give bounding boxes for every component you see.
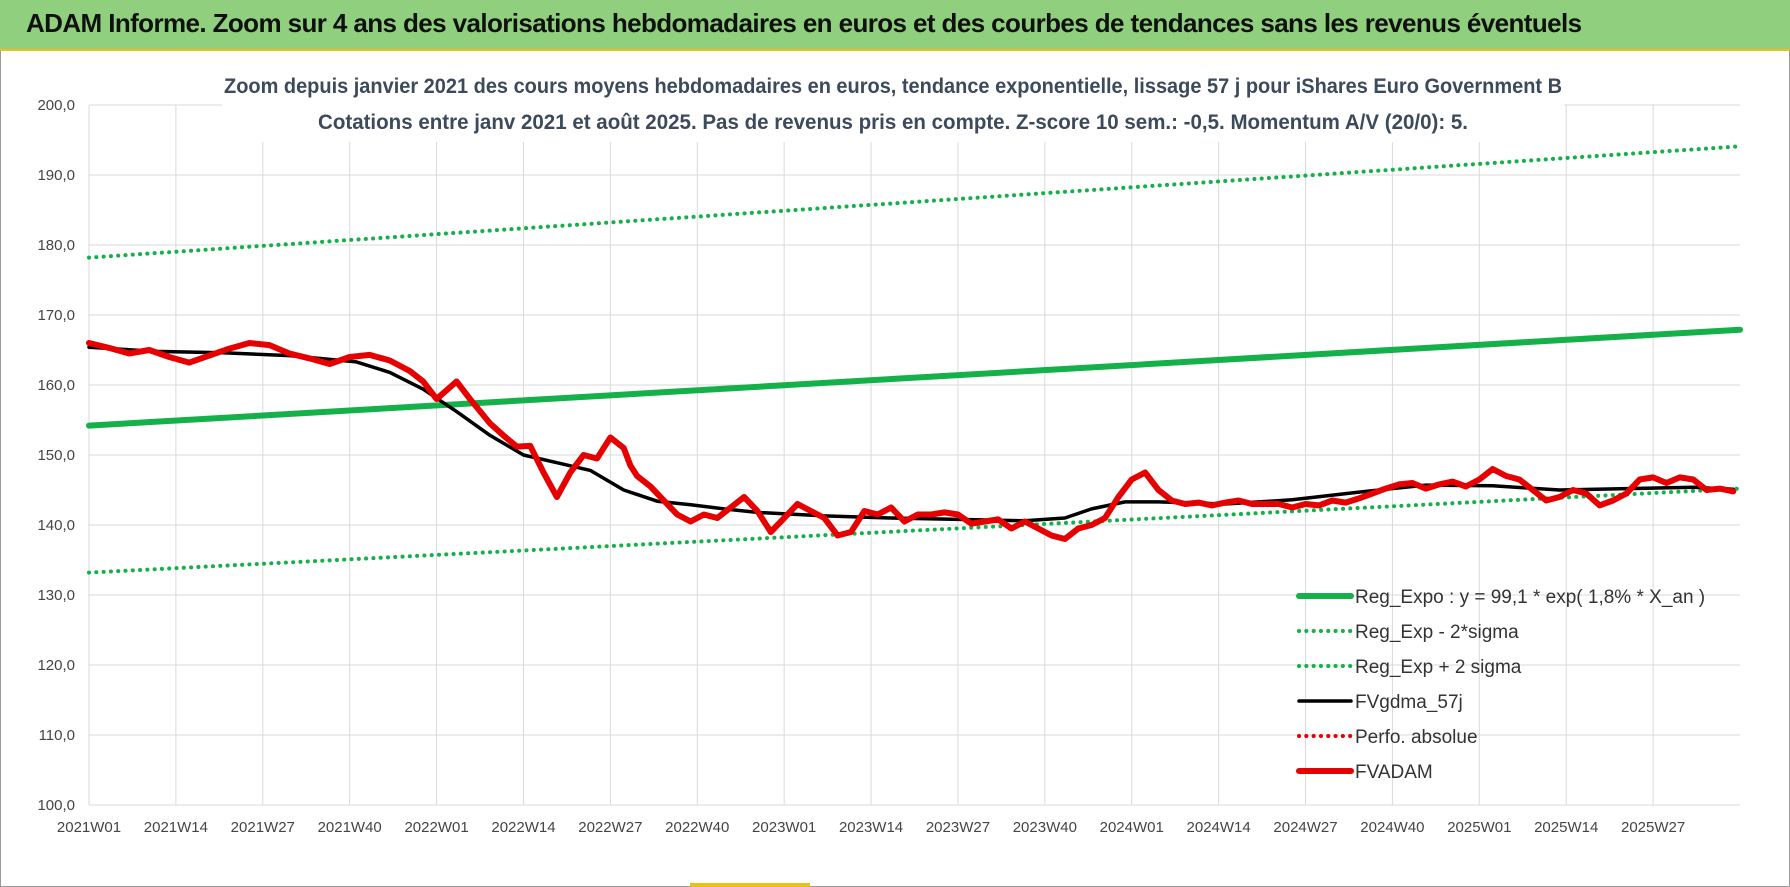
chart-title-background — [222, 68, 1564, 142]
x-tick-label: 2021W40 — [318, 819, 382, 836]
chart-title-line-1: Zoom depuis janvier 2021 des cours moyen… — [224, 75, 1562, 98]
x-tick-label: 2025W14 — [1534, 819, 1598, 836]
report-title: ADAM Informe. Zoom sur 4 ans des valoris… — [26, 8, 1582, 38]
x-tick-label: 2022W27 — [578, 819, 642, 836]
legend-label: FVgdma_57j — [1355, 692, 1463, 713]
x-tick-label: 2023W01 — [752, 819, 816, 836]
y-tick-label: 200,0 — [37, 97, 75, 114]
chart-title-line-2: Cotations entre janv 2021 et août 2025. … — [318, 111, 1468, 134]
legend-label: Perfo. absolue — [1355, 727, 1478, 748]
x-tick-label: 2024W01 — [1100, 819, 1164, 836]
grid-lines — [88, 104, 1740, 806]
y-tick-label: 160,0 — [37, 377, 75, 394]
x-tick-label: 2023W27 — [926, 819, 990, 836]
x-tick-label: 2021W27 — [231, 819, 295, 836]
series-lines — [86, 144, 1743, 575]
x-tick-label: 2022W40 — [665, 819, 729, 836]
series-line-0 — [86, 326, 1743, 429]
y-axis-ticks: 100,0 110,0 120,0 130,0 140,0 150,0 160,0 170,0… — [37, 97, 75, 814]
series-line-1 — [87, 486, 1742, 575]
bottom-accent-bar — [690, 883, 810, 887]
x-tick-label: 2023W40 — [1013, 819, 1077, 836]
y-tick-label: 110,0 — [39, 727, 75, 744]
y-tick-label: 140,0 — [37, 517, 75, 534]
y-tick-label: 150,0 — [37, 447, 75, 464]
x-tick-label: 2023W14 — [839, 819, 903, 836]
y-tick-label: 120,0 — [37, 657, 75, 674]
series-line-2 — [87, 144, 1742, 260]
x-tick-label: 2024W14 — [1187, 819, 1251, 836]
x-tick-label: 2025W01 — [1447, 819, 1511, 836]
x-tick-label: 2021W14 — [144, 819, 208, 836]
x-tick-label: 2024W27 — [1273, 819, 1337, 836]
chart-title: Zoom depuis janvier 2021 des cours moyen… — [222, 68, 1564, 142]
y-tick-label: 130,0 — [37, 587, 75, 604]
y-tick-label: 100,0 — [37, 797, 75, 814]
x-tick-label: 2021W01 — [57, 819, 121, 836]
series-line-5 — [86, 340, 1737, 542]
x-tick-label: 2022W14 — [491, 819, 555, 836]
y-tick-label: 190,0 — [37, 167, 75, 184]
legend-label: Reg_Exp + 2 sigma — [1355, 657, 1522, 678]
x-tick-label: 2022W01 — [404, 819, 468, 836]
y-tick-label: 170,0 — [37, 307, 75, 324]
x-axis-ticks: 2021W01 2021W14 2021W27 2021W40 2022W01 2022W… — [57, 819, 1685, 836]
legend-label: Reg_Expo : y = 99,1 * exp( 1,8% * X_an ) — [1355, 587, 1705, 608]
x-tick-label: 2025W27 — [1621, 819, 1685, 836]
series-line-3 — [87, 345, 1736, 523]
legend-label: Reg_Exp - 2*sigma — [1355, 622, 1519, 643]
legend-label: FVADAM — [1355, 762, 1433, 783]
report-banner: ADAM Informe. Zoom sur 4 ans des valoris… — [0, 0, 1790, 51]
chart-legend: Reg_Expo : y = 99,1 * exp( 1,8% * X_an )… — [1296, 587, 1705, 783]
x-tick-label: 2024W40 — [1360, 819, 1424, 836]
y-tick-label: 180,0 — [37, 237, 75, 254]
